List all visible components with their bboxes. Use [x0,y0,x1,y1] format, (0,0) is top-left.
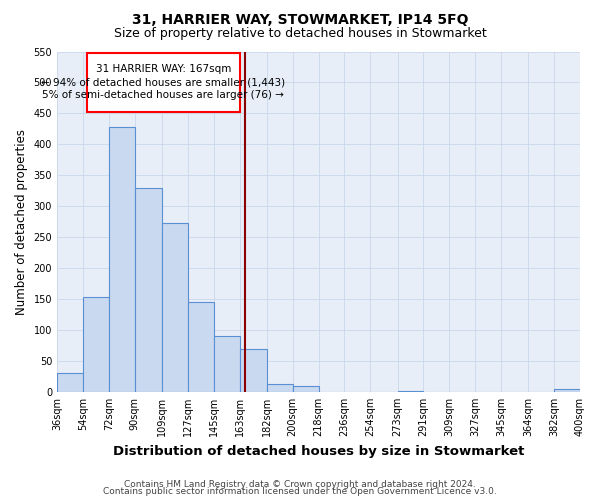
Bar [554,389,580,392]
Text: 31, HARRIER WAY, STOWMARKET, IP14 5FQ: 31, HARRIER WAY, STOWMARKET, IP14 5FQ [132,12,468,26]
Bar [83,297,109,392]
Text: Contains HM Land Registry data © Crown copyright and database right 2024.: Contains HM Land Registry data © Crown c… [124,480,476,489]
Bar [57,374,83,392]
Bar [109,127,134,392]
Bar [293,386,319,392]
X-axis label: Distribution of detached houses by size in Stowmarket: Distribution of detached houses by size … [113,444,524,458]
Text: Contains public sector information licensed under the Open Government Licence v3: Contains public sector information licen… [103,487,497,496]
Text: ← 94% of detached houses are smaller (1,443): ← 94% of detached houses are smaller (1,… [41,77,286,87]
Bar [162,223,188,392]
Bar [239,348,267,392]
Bar [398,390,424,392]
Bar [87,52,239,112]
Bar [188,302,214,392]
Text: 5% of semi-detached houses are larger (76) →: 5% of semi-detached houses are larger (7… [43,90,284,101]
Y-axis label: Number of detached properties: Number of detached properties [15,128,28,314]
Bar [134,188,162,392]
Text: Size of property relative to detached houses in Stowmarket: Size of property relative to detached ho… [113,28,487,40]
Text: 31 HARRIER WAY: 167sqm: 31 HARRIER WAY: 167sqm [95,64,231,74]
Bar [267,384,293,392]
Bar [214,336,239,392]
